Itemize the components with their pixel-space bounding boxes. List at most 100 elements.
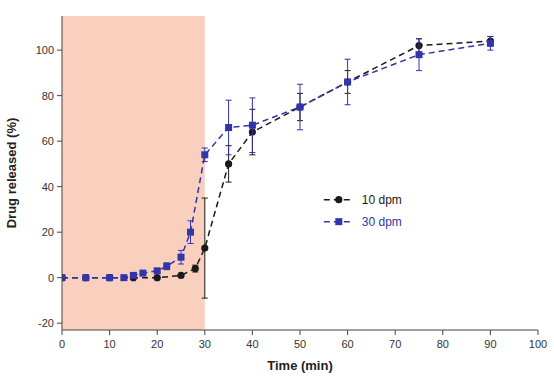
y-tick — [57, 50, 62, 51]
point — [106, 274, 113, 281]
x-tick-label: 90 — [484, 338, 496, 350]
x-tick — [204, 330, 205, 335]
error-bar-cap — [202, 147, 208, 148]
x-tick-label: 40 — [246, 338, 258, 350]
point — [344, 78, 351, 85]
error-bar-cap — [188, 220, 194, 221]
x-tick — [538, 330, 539, 335]
chart: 0102030405060708090100-20020406080100Tim… — [0, 0, 554, 382]
shaded-region — [62, 16, 205, 330]
error-bar-cap — [249, 97, 255, 98]
y-tick-label: 40 — [42, 181, 54, 193]
x-tick — [347, 330, 348, 335]
x-tick-label: 10 — [103, 338, 115, 350]
legend-label: 30 dpm — [362, 215, 402, 229]
x-tick — [252, 330, 253, 335]
legend: 10 dpm 30 dpm — [324, 193, 402, 229]
x-tick — [62, 330, 63, 335]
point — [154, 267, 161, 274]
error-bar-cap — [297, 84, 303, 85]
legend-label: 10 dpm — [362, 193, 402, 207]
point — [62, 274, 66, 281]
error-bar-cap — [202, 298, 208, 299]
point — [163, 263, 170, 270]
point — [487, 40, 494, 47]
error-bar-cap — [178, 264, 184, 265]
point — [296, 103, 303, 110]
error-bar — [297, 84, 303, 130]
y-tick — [57, 323, 62, 324]
error-bar-cap — [226, 100, 232, 101]
legend-marker — [335, 196, 342, 203]
error-bar-cap — [202, 161, 208, 162]
point — [120, 274, 127, 281]
error-bar — [164, 263, 170, 270]
error-bar — [192, 265, 198, 272]
legend-item: 30 dpm — [324, 215, 402, 229]
point — [154, 274, 161, 281]
error-bar-cap — [345, 104, 351, 105]
error-bar — [202, 198, 208, 298]
error-bar-cap — [188, 243, 194, 244]
point — [178, 254, 185, 261]
y-tick — [57, 232, 62, 233]
series — [62, 36, 494, 298]
y-axis-label: Drug released (%) — [4, 118, 19, 229]
plot-area — [62, 16, 494, 330]
x-tick-label: 20 — [151, 338, 163, 350]
x-tick — [395, 330, 396, 335]
x-tick-label: 100 — [529, 338, 547, 350]
error-bar-cap — [416, 70, 422, 71]
x-tick — [490, 330, 491, 335]
x-tick-label: 70 — [389, 338, 401, 350]
error-bar-cap — [226, 182, 232, 183]
x-tick — [442, 330, 443, 335]
point — [82, 274, 89, 281]
error-bar — [202, 148, 208, 162]
legend-marker — [335, 218, 342, 225]
y-tick-label: 0 — [48, 272, 54, 284]
point — [201, 244, 208, 251]
legend-item: 10 dpm — [324, 193, 402, 207]
point — [201, 151, 208, 158]
error-bar — [249, 98, 255, 153]
error-bar-cap — [202, 198, 208, 199]
error-bar — [178, 250, 184, 264]
x-tick — [300, 330, 301, 335]
point — [192, 265, 199, 272]
y-tick — [57, 186, 62, 187]
x-tick-label: 80 — [437, 338, 449, 350]
x-tick-label: 0 — [59, 338, 65, 350]
series — [62, 36, 494, 281]
point — [82, 274, 89, 281]
error-bar-cap — [297, 129, 303, 130]
y-tick-label: -20 — [38, 317, 54, 329]
y-tick-label: 100 — [36, 44, 54, 56]
error-bar — [226, 100, 232, 155]
point — [416, 51, 423, 58]
y-tick — [57, 277, 62, 278]
error-bar — [188, 221, 194, 244]
error-bar-cap — [416, 38, 422, 39]
error-bar — [487, 36, 493, 50]
x-tick-label: 60 — [341, 338, 353, 350]
point — [249, 122, 256, 129]
series-line — [62, 41, 490, 278]
error-bar-cap — [345, 59, 351, 60]
y-tick — [57, 95, 62, 96]
point — [297, 104, 304, 111]
error-bar-cap — [226, 154, 232, 155]
error-bar-cap — [487, 36, 493, 37]
point — [106, 274, 113, 281]
x-axis-label: Time (min) — [267, 358, 333, 373]
y-tick-label: 20 — [42, 226, 54, 238]
y-tick — [57, 141, 62, 142]
error-bar-cap — [178, 250, 184, 251]
error-bar-cap — [249, 152, 255, 153]
y-axis-line — [62, 16, 63, 330]
point — [139, 270, 146, 277]
series-line — [62, 43, 490, 277]
point — [225, 160, 232, 167]
x-tick — [157, 330, 158, 335]
point — [62, 274, 66, 281]
